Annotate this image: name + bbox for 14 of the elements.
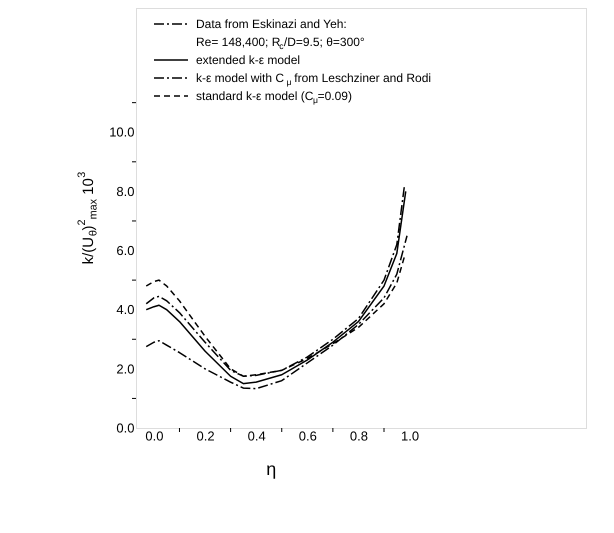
y-tick-label: 4.0 <box>116 302 134 318</box>
y-tick-label: 10.0 <box>109 124 134 140</box>
y-tick-label: 8.0 <box>116 184 134 199</box>
x-tick-label: 0.2 <box>196 428 215 444</box>
y-axis-title: k/(Uθ)2max 103 <box>76 172 100 264</box>
x-tick-label: 0.8 <box>350 428 368 444</box>
legend-label: extended k-ε model <box>196 53 300 67</box>
y-tick-label: 6.0 <box>116 243 134 258</box>
x-tick-label: 0.4 <box>248 428 266 444</box>
x-tick-label: 0.0 <box>145 428 164 444</box>
x-tick-label: 0.6 <box>298 428 317 444</box>
y-tick-label: 2.0 <box>116 361 134 376</box>
x-tick-label: 1.0 <box>401 428 420 444</box>
x-axis-title: η <box>266 459 276 479</box>
